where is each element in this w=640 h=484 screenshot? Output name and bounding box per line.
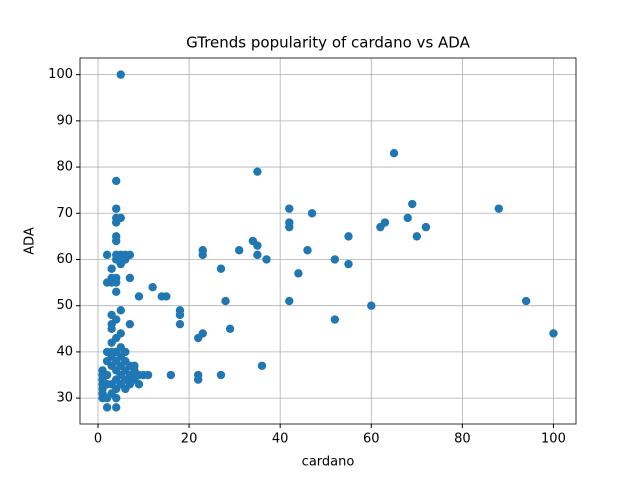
point [303,246,312,255]
point [307,209,317,218]
x-axis-label: cardano [302,455,355,470]
point [116,306,125,315]
point [112,315,121,324]
point [162,292,171,301]
point [112,204,121,213]
point [112,393,121,403]
point [102,403,112,412]
point [225,324,235,334]
point [253,250,262,260]
point [112,176,121,186]
y-axis-label: ADA [23,227,38,255]
point [107,264,116,273]
point [285,222,294,232]
point [376,222,385,232]
chart-title: GTrends popularity of cardano vs ADA [186,34,470,52]
point [121,347,130,357]
point [198,250,207,260]
point [112,218,121,227]
point [175,310,185,320]
point [494,204,503,213]
x-tick-label: 60 [363,432,380,447]
point [253,241,262,250]
point [521,296,531,306]
y-tick-label: 80 [56,160,73,175]
point [102,370,112,380]
y-tick-label: 90 [56,113,73,128]
y-tick-label: 70 [56,206,73,221]
x-tick-label: 100 [541,432,566,447]
point [102,250,112,260]
point [125,273,135,283]
point [193,375,203,384]
point [253,167,262,176]
point [166,370,176,380]
point [408,199,417,209]
point [262,255,271,264]
point [112,236,121,246]
point [116,70,125,79]
point [193,333,203,343]
point [367,301,376,310]
point [285,204,294,213]
point [143,370,153,380]
point [112,278,121,287]
point [421,222,431,232]
x-tick-label: 40 [272,432,289,447]
point [148,283,157,292]
point [116,259,125,269]
point [344,259,353,269]
point [134,292,144,301]
point [257,361,267,370]
point [389,148,399,158]
point [234,246,244,255]
y-tick-label: 50 [56,298,73,313]
point [216,264,226,273]
point [107,324,116,334]
x-tick-label: 0 [94,432,102,447]
point [294,269,303,278]
point [549,329,558,338]
x-tick-label: 80 [454,432,471,447]
point [107,338,116,347]
y-tick-label: 30 [56,391,73,406]
point [412,232,422,241]
point [112,403,121,412]
point [125,319,135,329]
point [175,319,185,329]
y-tick-label: 60 [56,252,73,267]
y-tick-label: 40 [56,344,73,359]
point [330,315,340,324]
point [344,232,353,241]
point [130,375,139,384]
point [112,287,121,297]
point [403,213,412,223]
point [216,370,226,380]
point [221,296,230,306]
x-tick-label: 20 [181,432,198,447]
point [130,361,139,370]
axes-frame [79,57,577,425]
point [285,296,294,306]
point [330,255,340,264]
y-tick-label: 100 [48,67,73,82]
